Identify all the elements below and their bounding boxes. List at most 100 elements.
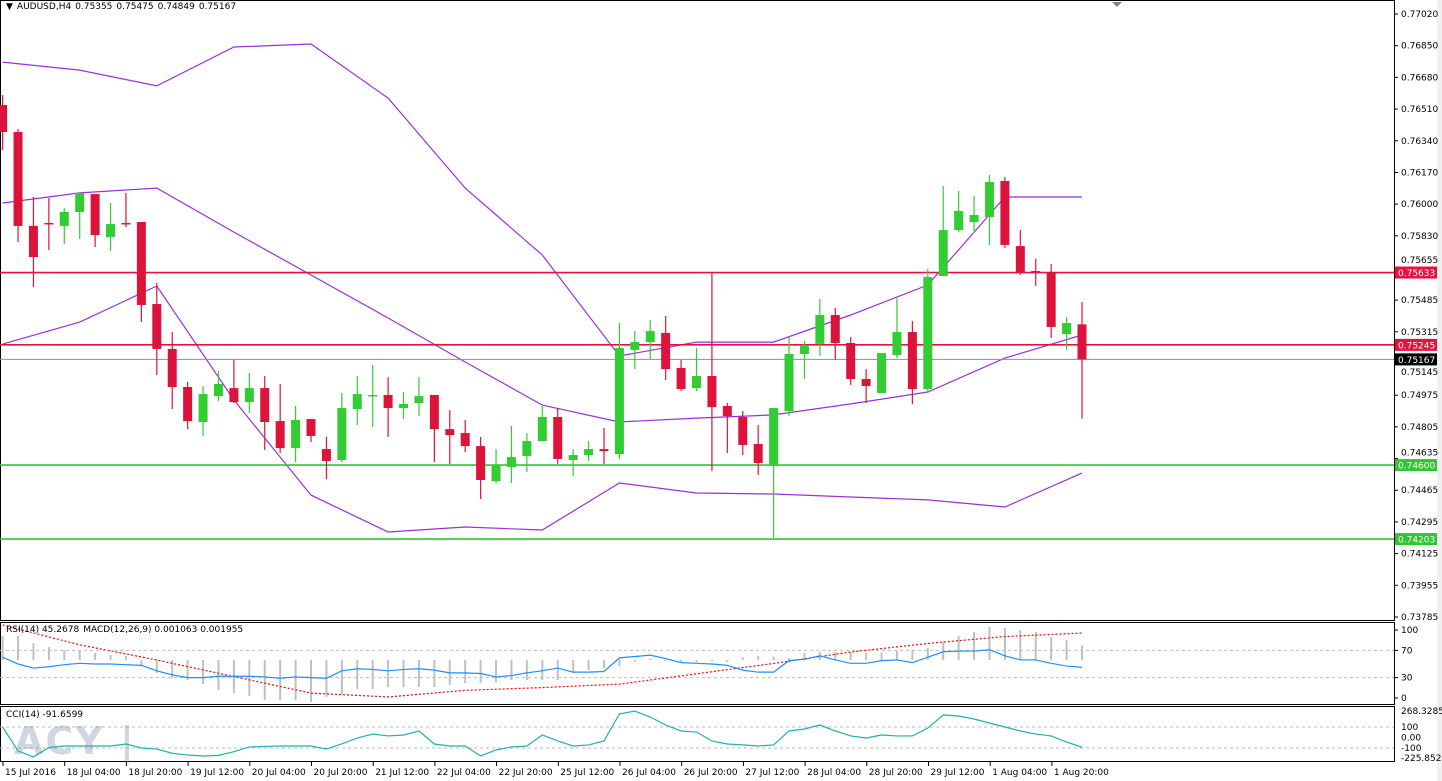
candle [815,299,825,357]
time-tick-label: 22 Jul 04:00 [437,768,491,778]
candle [229,359,239,404]
time-tick-label: 18 Jul 20:00 [128,768,182,778]
candle [1077,301,1087,419]
candle-body [954,211,964,231]
rsi-tick-label: 0 [1401,694,1407,704]
candle-body [568,455,578,461]
price-tick-label: 0.76850 [1401,42,1438,52]
candle [907,320,917,404]
candle-body [337,408,347,461]
candle [75,192,85,239]
candle [645,320,655,360]
candle [429,394,439,463]
candle [460,419,470,453]
candle [537,405,547,442]
candle-body [90,194,100,236]
candle-body [275,421,285,449]
candle [383,377,393,437]
candle [90,194,100,247]
candle-body [13,131,23,226]
time-tick-label: 26 Jul 20:00 [684,768,738,778]
candle-body [213,384,223,397]
high-value: 0.75475 [116,2,154,12]
candle-body [506,457,516,467]
candle-body [614,348,624,455]
macd-label: MACD(12,26,9) 0.001063 0.001955 [83,625,244,635]
bollinger-middle-band [2,187,1083,423]
chart-shift-marker-icon [1112,2,1122,7]
candle [244,373,254,414]
support-price-badge-label: 0.74203 [1398,536,1435,546]
candle-body [445,429,455,436]
time-tick-label: 25 Jul 12:00 [560,768,614,778]
resistance-price-badge [1395,266,1437,279]
candle-body [44,222,54,225]
candle [568,449,578,477]
candle-body [907,331,917,390]
price-tick-label: 0.75830 [1401,232,1438,242]
price-tick-label: 0.75655 [1401,256,1438,266]
support-price-badge [1395,459,1437,472]
current-price-badge-label: 0.75167 [1398,356,1435,366]
candle-body [198,394,208,423]
candle [984,175,994,245]
time-tick-label: 22 Jul 20:00 [499,768,553,778]
time-tick-label: 26 Jul 04:00 [622,768,676,778]
candle-body [136,222,146,305]
macd-signal-line [2,624,1083,698]
candle-body [769,408,779,466]
candle [352,375,362,426]
cci-tick-label: 268.3285 [1401,707,1442,717]
candle [861,369,871,404]
candle-body [491,465,501,482]
candle [707,271,717,472]
candle [1015,230,1025,275]
price-tick-label: 0.75145 [1401,368,1438,378]
candle-body [306,419,316,437]
candle-body [368,394,378,397]
candle [784,337,794,417]
candle [553,408,563,464]
candle-body [892,331,902,356]
candle-body [938,230,948,277]
candle [630,331,640,370]
resistance-price-badge-label: 0.75633 [1398,269,1435,279]
candle [399,392,409,420]
candle-body [1062,323,1072,335]
candle [183,381,193,430]
candle [275,384,285,453]
candle-body [923,277,933,390]
rsi-line [2,649,1083,679]
cci-tick-label: -100 [1401,744,1422,754]
time-tick-label: 15 Jul 2016 [5,768,56,778]
candle [769,408,779,538]
candle [121,192,131,228]
candle [599,427,609,464]
cci-tick-label: 0.00 [1401,734,1421,744]
candle-body [75,192,85,212]
triangle-down-icon[interactable]: ▼ [6,2,13,12]
candle [13,129,23,242]
candle-body [1077,324,1087,360]
candle [1000,177,1010,248]
candle [136,222,146,322]
support-price-badge-label: 0.74600 [1398,462,1435,472]
candle [722,403,732,453]
candle-body [1046,271,1056,327]
candle-body [707,375,717,408]
cci-window-frame [0,706,1395,762]
candle-body [661,332,671,370]
candle [753,425,763,475]
price-tick-label: 0.74635 [1401,449,1438,459]
candle-body [167,348,177,387]
price-tick-label: 0.75485 [1401,296,1438,306]
candle [306,419,316,442]
resistance-price-badge [1395,338,1437,351]
candle [877,353,887,393]
price-tick-label: 0.74465 [1401,486,1438,496]
candle [522,433,532,472]
symbol-label: AUDUSD,H4 [16,2,72,12]
candle [368,364,378,428]
candle-body [106,224,116,237]
